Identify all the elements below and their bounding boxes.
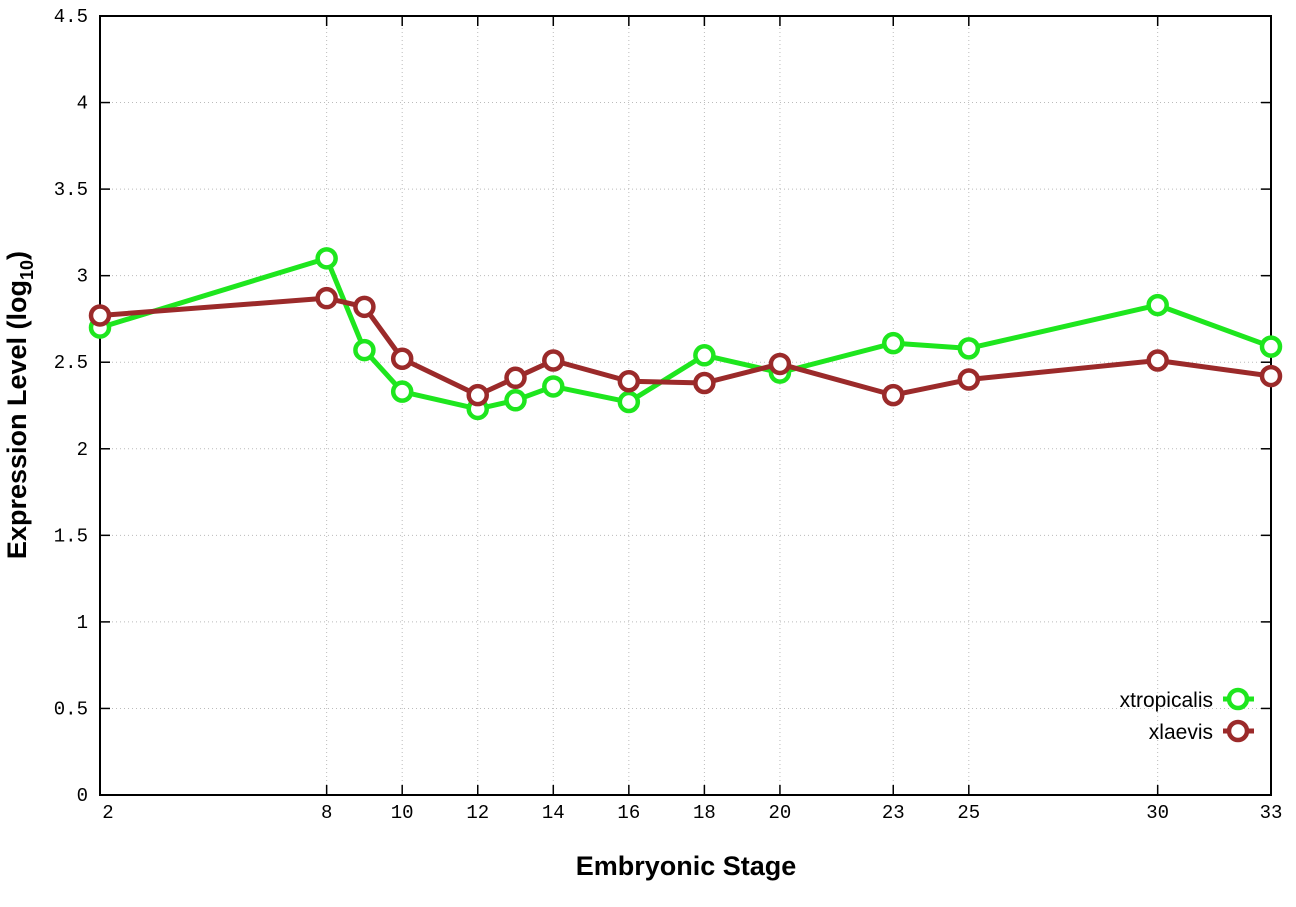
data-point [88,304,112,327]
ticks: 0 0.5 1 1.5 2 2.5 3 3.5 4 4.5 2 8 10 12 14 16 18 20 23 25 30… [54,6,1283,824]
x-tick-label: 8 [321,802,332,824]
legend-label-xtropicalis: xtropicalis [1120,689,1213,712]
series-line [99,295,1272,398]
y-tick-label: 0 [77,785,88,807]
data-point [617,390,641,414]
y-tick-label: 0.5 [54,698,88,720]
data-point [957,368,981,391]
legend-label-xlaevis: xlaevis [1149,721,1213,744]
data-point [693,344,716,367]
x-tick-label: 18 [693,802,716,824]
legend-marker [1226,687,1250,711]
data-point [957,337,981,360]
y-tick-label: 1.5 [54,525,88,547]
y-tick-label: 4.5 [54,6,88,28]
data-point [882,331,905,355]
series-line [99,255,1272,412]
legend: xtropicalis xlaevis [1120,687,1254,744]
series-xtropicalis [88,247,1283,421]
data-point [315,247,338,270]
x-tick-label: 25 [957,802,980,824]
data-point [542,375,565,398]
data-point [542,349,565,372]
y-tick-label: 3 [77,266,88,288]
x-tick-label: 23 [882,802,905,824]
legend-marker [1226,719,1250,743]
series-layer [88,247,1283,421]
x-tick-label: 33 [1260,802,1283,824]
data-point [390,380,414,403]
data-point [504,389,527,412]
data-point [882,383,905,407]
x-tick-label: 10 [391,802,414,824]
data-point [315,286,338,310]
x-tick-label: 20 [769,802,792,824]
data-point [768,352,792,376]
data-point [1146,293,1169,317]
series-xlaevis [88,286,1283,407]
data-point [1146,349,1169,372]
y-tick-label: 3.5 [54,179,88,201]
data-point [617,370,641,393]
y-axis-label: Expression Level (log10) [2,251,37,559]
y-tick-label: 4 [77,93,88,115]
y-tick-label: 2.5 [54,352,88,374]
x-tick-label: 2 [102,802,113,824]
data-point [353,338,376,362]
x-tick-label: 30 [1146,802,1169,824]
data-point [504,366,527,390]
y-tick-label: 1 [77,612,88,634]
y-tick-label: 2 [77,439,88,461]
x-tick-label: 16 [617,802,640,824]
plot-frame [99,15,1272,796]
data-point [1259,364,1283,388]
x-tick-label: 12 [466,802,489,824]
data-point [1259,335,1283,358]
x-tick-label: 14 [542,802,565,824]
data-point [390,347,414,371]
grid [100,16,1271,795]
data-point [353,295,376,319]
data-point [693,371,716,395]
x-axis-label: Embryonic Stage [576,851,797,881]
data-point [466,383,489,407]
